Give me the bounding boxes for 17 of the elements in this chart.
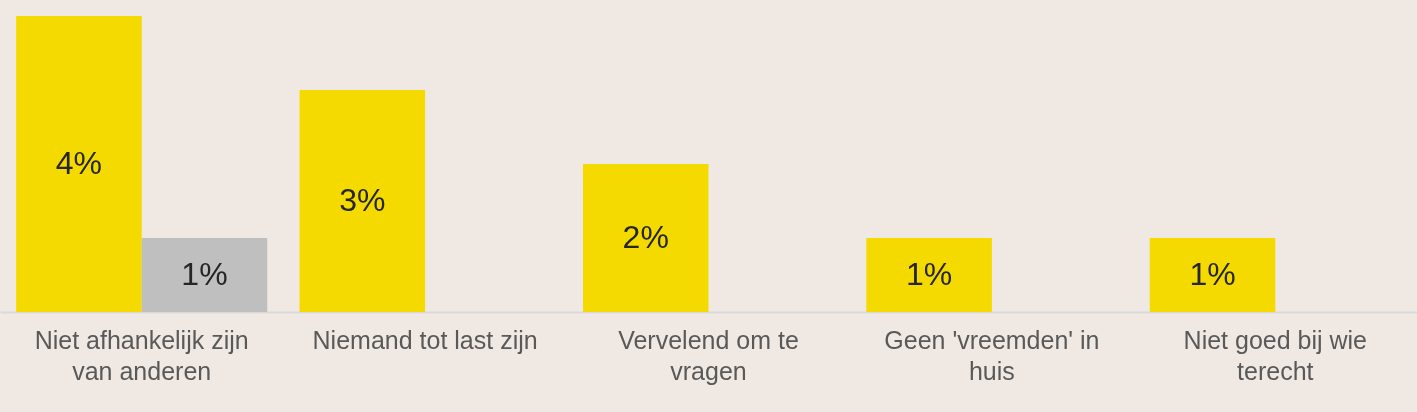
- bar: [582, 164, 709, 312]
- data-label: 1%: [181, 256, 228, 292]
- bar: [1149, 238, 1276, 312]
- data-label: 1%: [906, 256, 953, 292]
- x-tick-label: Niet afhankelijk zijn van anderen: [34, 325, 249, 385]
- data-label: 2%: [622, 219, 669, 255]
- bar: [866, 238, 992, 312]
- bar: [141, 238, 268, 312]
- x-tick-label: Geen 'vreemden' in huis: [884, 325, 1100, 385]
- x-tick-label: Vervelend om te vragen: [618, 325, 799, 385]
- bar: [16, 16, 142, 312]
- data-label: 3%: [339, 182, 386, 218]
- data-label: 1%: [1189, 256, 1236, 292]
- x-tick-label: Niet goed bij wie terecht: [1183, 325, 1368, 385]
- x-tick-label: Niemand tot last zijn: [312, 325, 538, 354]
- data-label: 4%: [55, 145, 103, 181]
- bar: [299, 90, 426, 312]
